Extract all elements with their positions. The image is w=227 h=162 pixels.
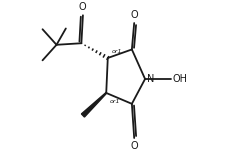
Polygon shape xyxy=(81,93,106,117)
Text: O: O xyxy=(130,10,137,20)
Text: OH: OH xyxy=(172,74,187,84)
Text: O: O xyxy=(78,2,86,12)
Text: N: N xyxy=(146,74,153,84)
Text: or1: or1 xyxy=(111,49,122,54)
Text: O: O xyxy=(130,141,137,151)
Text: or1: or1 xyxy=(109,99,120,104)
